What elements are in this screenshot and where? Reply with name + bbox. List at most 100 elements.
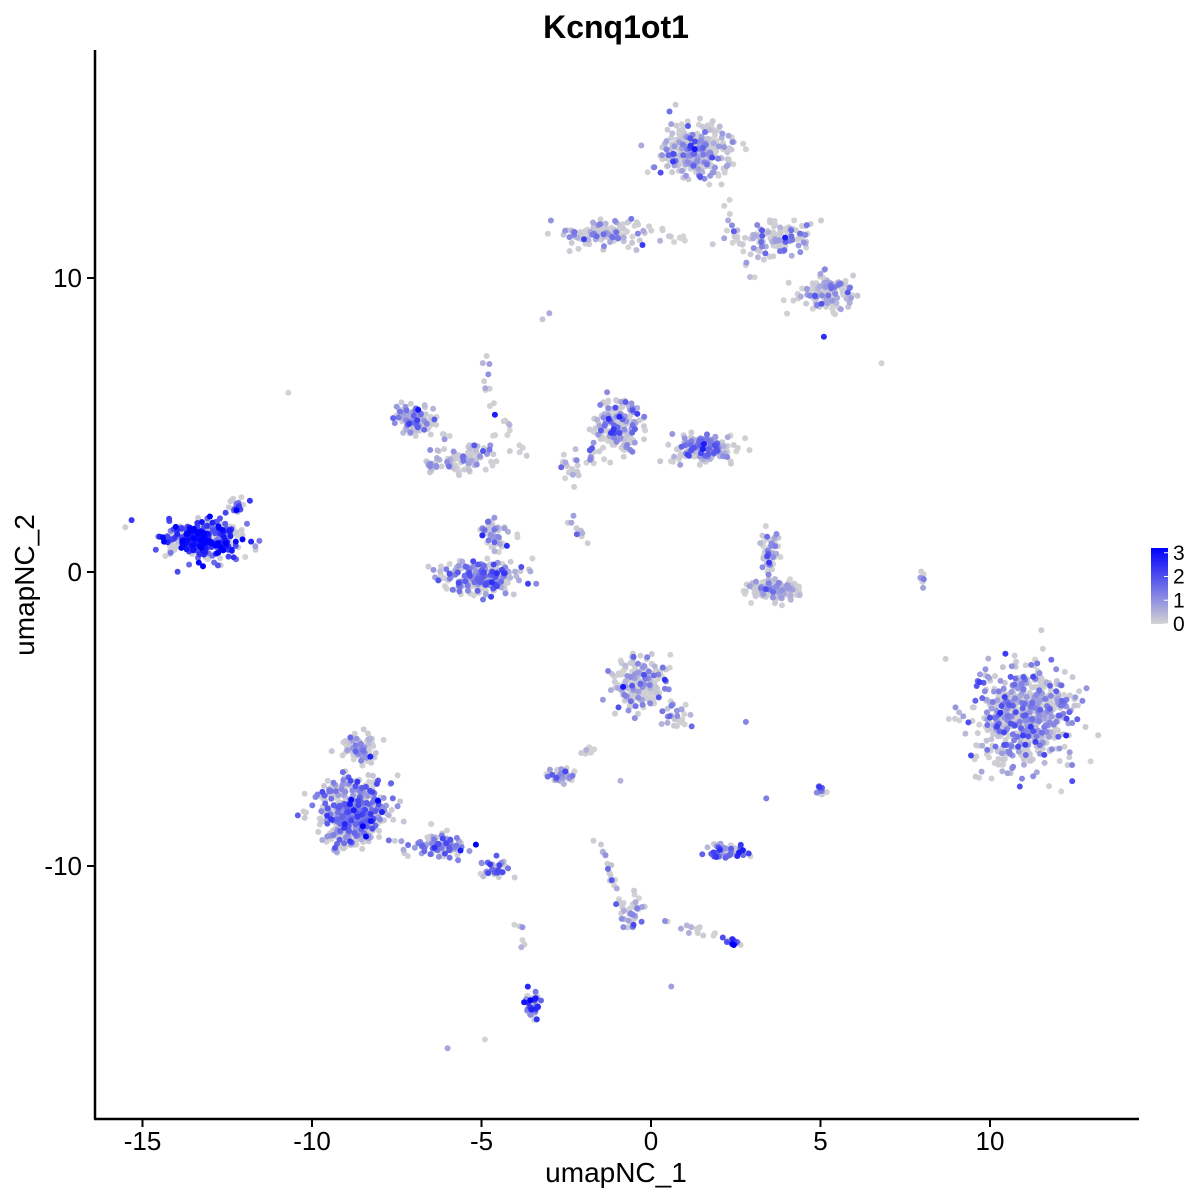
- cell-point: [507, 574, 514, 581]
- cell-point: [663, 146, 670, 153]
- cell-point: [620, 924, 627, 931]
- cell-point: [528, 1006, 535, 1013]
- cell-point: [684, 159, 691, 166]
- cell-point: [315, 828, 322, 835]
- cell-point: [1066, 754, 1073, 761]
- cell-point: [624, 431, 631, 437]
- cell-point: [715, 155, 722, 162]
- cell-point: [668, 702, 675, 709]
- legend-tick-label: 2: [1173, 566, 1185, 589]
- cell-point: [502, 590, 509, 597]
- cell-point: [664, 719, 671, 726]
- color-legend-bar: [1151, 548, 1168, 624]
- cell-point: [627, 674, 634, 680]
- cell-point: [596, 422, 603, 429]
- x-tick-label: 5: [813, 1126, 827, 1156]
- cell-point: [372, 808, 379, 814]
- cell-point: [748, 600, 755, 606]
- cell-point: [688, 429, 695, 436]
- cell-point: [1069, 674, 1076, 681]
- cell-point: [766, 559, 773, 566]
- cell-point: [178, 544, 185, 551]
- cell-point: [369, 789, 376, 796]
- x-axis-ticks: -15 -10 -5 0 5 10: [124, 1119, 1004, 1156]
- cell-point: [785, 279, 792, 286]
- cell-point: [640, 227, 647, 234]
- cell-point: [481, 1036, 488, 1043]
- cell-point: [1022, 712, 1029, 719]
- cell-point: [507, 558, 514, 565]
- cell-point: [730, 442, 737, 448]
- cell-point: [374, 797, 381, 804]
- cell-point: [728, 460, 734, 467]
- cell-point: [394, 803, 401, 810]
- cell-point: [747, 251, 754, 258]
- cell-point: [629, 911, 636, 918]
- cell-point: [435, 853, 442, 860]
- cell-point: [1019, 775, 1025, 782]
- cell-point: [338, 786, 345, 793]
- cell-point: [385, 812, 392, 819]
- cell-point: [600, 444, 607, 451]
- cell-point: [435, 840, 442, 847]
- cell-point: [219, 526, 226, 533]
- cell-point: [1036, 742, 1043, 749]
- cell-point: [721, 202, 728, 209]
- cell-point: [713, 854, 720, 860]
- cell-point: [569, 772, 576, 779]
- cell-point: [574, 462, 581, 469]
- cell-point: [492, 432, 499, 439]
- cell-point: [1035, 718, 1042, 725]
- cell-point: [354, 813, 361, 820]
- cell-point: [673, 122, 680, 129]
- cell-point: [739, 847, 746, 854]
- cell-point: [430, 566, 437, 573]
- cell-point: [527, 568, 534, 575]
- cell-point: [215, 549, 222, 556]
- cell-point: [489, 462, 496, 469]
- cell-point: [977, 671, 983, 678]
- cell-point: [668, 983, 675, 990]
- cell-point: [482, 581, 489, 588]
- cell-point: [324, 812, 331, 819]
- cell-point: [765, 580, 772, 587]
- cell-point: [605, 405, 612, 412]
- cell-point: [491, 539, 498, 546]
- cell-point: [942, 655, 949, 662]
- cell-point: [878, 360, 885, 367]
- cell-point: [328, 816, 335, 823]
- cell-point: [746, 583, 753, 590]
- cell-point: [609, 441, 616, 448]
- cell-point: [584, 540, 591, 547]
- cell-point: [1041, 751, 1048, 758]
- cell-point: [486, 361, 493, 367]
- cell-point: [485, 870, 492, 877]
- cell-point: [601, 456, 608, 463]
- cell-point: [1030, 728, 1037, 735]
- cell-point: [342, 801, 349, 808]
- cell-point: [441, 431, 447, 438]
- cell-point: [174, 568, 181, 575]
- cell-point: [639, 904, 646, 910]
- cell-point: [945, 716, 952, 722]
- cell-point: [920, 576, 927, 583]
- cell-point: [630, 660, 636, 667]
- cell-point: [983, 709, 990, 716]
- cell-point: [777, 554, 784, 560]
- cell-point: [461, 572, 468, 579]
- cell-point: [1066, 749, 1073, 756]
- cell-point: [486, 446, 493, 453]
- cell-point: [599, 696, 606, 703]
- cell-point: [729, 222, 735, 229]
- cell-point: [575, 245, 582, 252]
- cell-point: [750, 245, 757, 252]
- cell-point: [832, 290, 839, 297]
- cell-point: [514, 531, 521, 538]
- cell-point: [570, 512, 577, 519]
- cell-point: [427, 431, 434, 438]
- cell-point: [339, 752, 346, 759]
- cell-point: [995, 761, 1001, 768]
- cell-point: [457, 847, 464, 854]
- cell-point: [702, 129, 708, 135]
- cell-point: [1079, 697, 1086, 704]
